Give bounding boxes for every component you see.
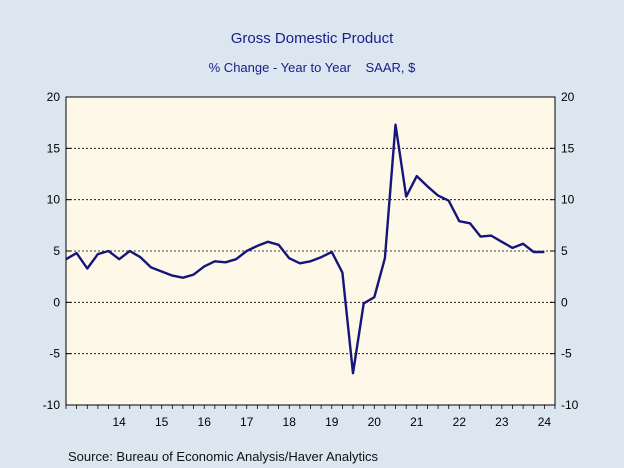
x-axis: 14 15 16 17 18 19 20 21 22 23 24 <box>112 415 551 429</box>
y-tick-label: 5 <box>53 244 60 258</box>
y-tick-label: 0 <box>561 295 568 309</box>
chart-title: Gross Domestic Product <box>230 30 394 47</box>
series-group <box>65 123 545 375</box>
x-tick-label: 21 <box>410 415 424 429</box>
axes <box>65 96 556 409</box>
x-tick-label: 17 <box>240 415 254 429</box>
x-tick-label: 15 <box>155 415 169 429</box>
y-axis-left: -10 -5 0 5 10 15 20 <box>43 90 61 412</box>
y-tick-label: 10 <box>47 193 61 207</box>
y-tick-label: -10 <box>561 398 579 412</box>
x-tick-label: 20 <box>368 415 382 429</box>
y-tick-label: 15 <box>47 141 61 155</box>
x-tick-label: 19 <box>325 415 339 429</box>
y-tick-label: 15 <box>561 141 575 155</box>
y-tick-label: 20 <box>47 90 61 104</box>
x-tick-label: 18 <box>283 415 297 429</box>
x-tick-label: 14 <box>112 415 126 429</box>
x-tick-label: 23 <box>495 415 509 429</box>
y-tick-label: -5 <box>49 347 60 361</box>
x-tick-label: 16 <box>198 415 212 429</box>
x-tick-label: 24 <box>538 415 552 429</box>
source-note: Source: Bureau of Economic Analysis/Have… <box>68 449 378 464</box>
y-tick-label: -10 <box>43 398 61 412</box>
x-tick-label: 22 <box>453 415 467 429</box>
y-tick-label: -5 <box>561 347 572 361</box>
y-axis-right: -10 -5 0 5 10 15 20 <box>561 90 579 412</box>
grid-lines <box>66 147 555 355</box>
y-tick-label: 20 <box>561 90 575 104</box>
y-tick-label: 5 <box>561 244 568 258</box>
chart-subtitle: % Change - Year to Year SAAR, $ <box>208 60 416 75</box>
y-tick-label: 0 <box>53 295 60 309</box>
series-line <box>65 123 545 375</box>
y-tick-label: 10 <box>561 193 575 207</box>
